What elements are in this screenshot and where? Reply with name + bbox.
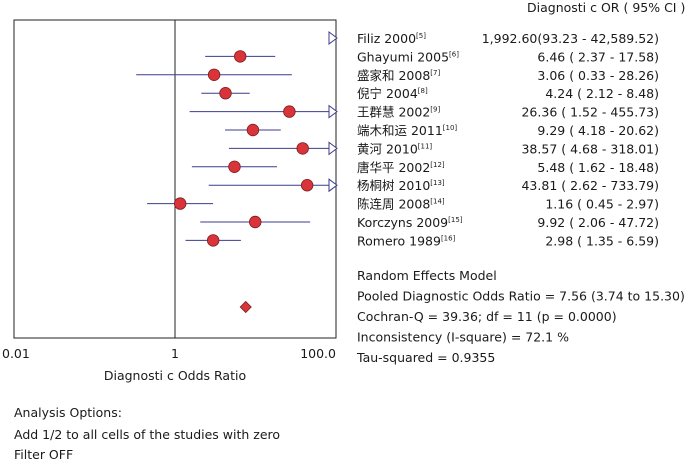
or-ci-value: 2.98 ( 1.35 - 6.59) [545,233,659,248]
ci-arrow [328,141,338,156]
study-label: 盛家和 2008[7] [357,68,440,83]
or-ci-value: 9.92 ( 2.06 - 47.72) [537,215,659,230]
or-ci-value: 9.29 ( 4.18 - 20.62) [537,123,659,138]
study-label: 倪宁 2004[8] [357,86,428,101]
study-label: 唐华平 2002[12] [357,160,445,175]
summary-line: Inconsistency (I-square) = 72.1 % [357,330,569,345]
summary-line: Tau-squared = 0.9355 [356,350,495,365]
tick-label: 0.01 [2,346,30,361]
analysis-options-heading: Analysis Options: [14,405,122,420]
study-label: Ghayumi 2005[6] [357,49,459,64]
point-estimate [283,105,296,118]
or-ci-value: 6.46 ( 2.37 - 17.58) [537,49,659,64]
column-header: Diagnosti c OR ( 95% CI ) [527,0,685,15]
study-label: 黄河 2010[11] [357,141,432,156]
point-estimate [219,86,232,100]
tick-label: 1 [171,346,179,361]
point-estimate [234,50,247,63]
or-ci-value: 1.16 ( 0.45 - 2.97) [545,197,659,212]
or-ci-value: 4.24 ( 2.12 - 8.48) [545,86,659,101]
x-axis-label: Diagnosti c Odds Ratio [104,368,246,383]
point-estimate [173,197,187,210]
study-label: 陈连周 2008[14] [357,197,445,212]
point-estimate [300,178,314,192]
or-ci-value: 38.57 ( 4.68 - 318.01) [521,141,659,156]
or-ci-value: 5.48 ( 1.62 - 18.48) [537,160,659,175]
tick-label: 100.0 [300,346,336,361]
or-ci-value: 1,992.60(93.23 - 42,589.52) [482,31,659,46]
study-label: Romero 1989[16] [357,233,456,248]
summary-line: Cochran-Q = 39.36; df = 11 (p = 0.0000) [357,309,617,324]
point-estimate [246,123,260,137]
analysis-options-line-2: Filter OFF [14,447,74,462]
point-estimate [206,234,220,247]
or-ci-value: 26.36 ( 1.52 - 455.73) [521,105,659,120]
ci-arrow [328,178,338,193]
summary-line: Random Effects Model [357,268,497,283]
study-label: 杨桐树 2010[13] [357,178,445,193]
point-estimate [296,142,309,155]
study-label: 王群慧 2002[9] [357,105,440,120]
point-estimate [228,160,241,174]
pooled-diamond [239,300,252,314]
summary-line: Pooled Diagnostic Odds Ratio = 7.56 (3.7… [357,289,685,304]
study-label: Filiz 2000[5] [357,31,426,46]
analysis-options-line-1: Add 1/2 to all cells of the studies with… [14,427,281,442]
study-label: Korczyns 2009[15] [357,215,463,230]
study-label: 端木和运 2011[10] [357,123,457,138]
point-estimate [207,68,221,82]
point-estimate [249,215,262,229]
ci-arrow [328,31,338,45]
or-ci-value: 43.81 ( 2.62 - 733.79) [521,178,659,193]
or-ci-value: 3.06 ( 0.33 - 28.26) [537,68,659,83]
ci-arrow [328,104,338,119]
